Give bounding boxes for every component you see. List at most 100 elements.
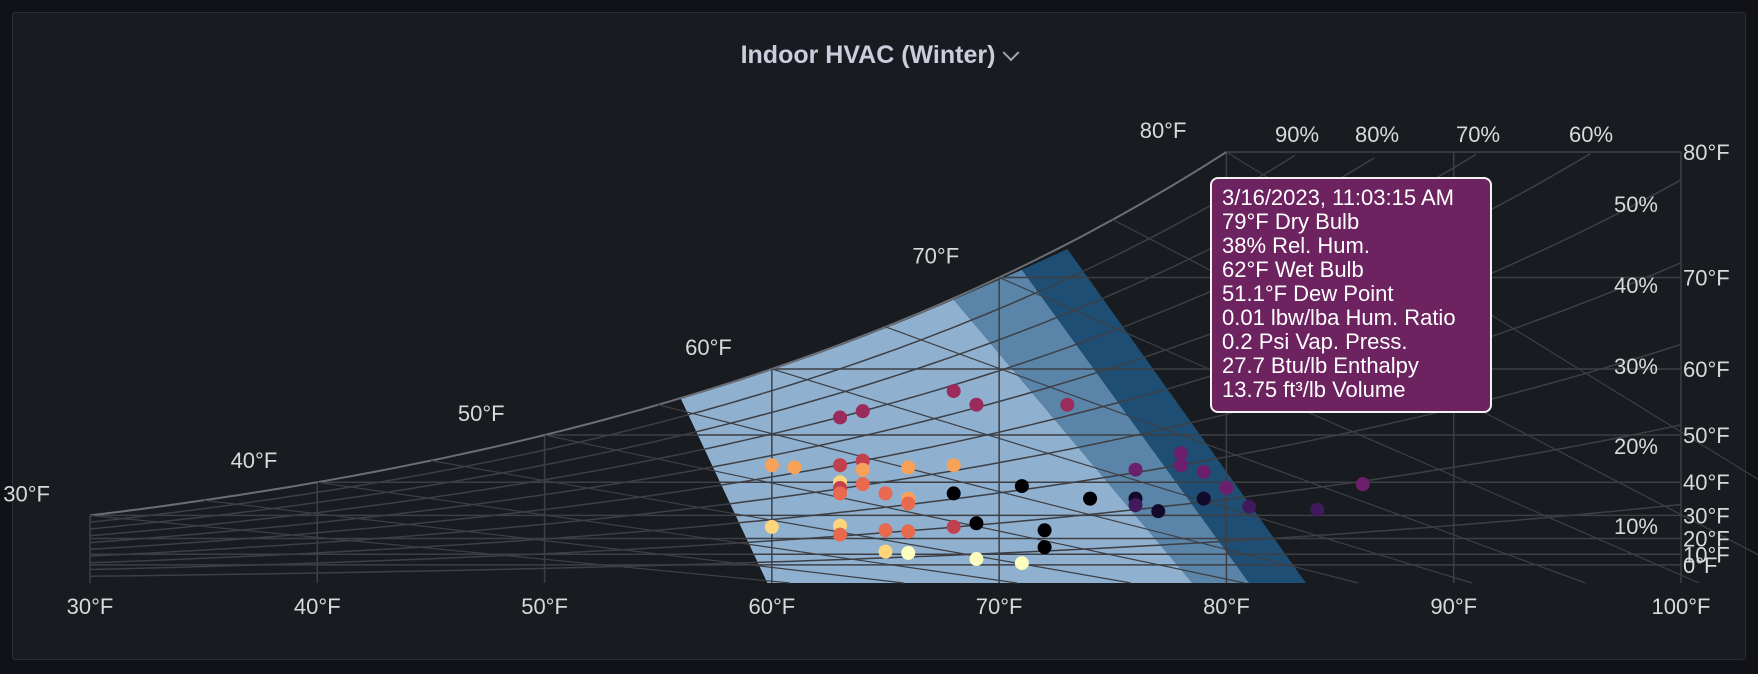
- y-right-tick-label: 60°F: [1683, 357, 1730, 382]
- y-right-tick-label: 10°F: [1683, 542, 1730, 567]
- data-point: [1310, 502, 1325, 517]
- data-point: [969, 552, 984, 567]
- data-point: [833, 458, 848, 473]
- data-point: [969, 397, 984, 412]
- y-right-tick-label: 0°F: [1683, 553, 1717, 578]
- data-point: [1242, 499, 1257, 514]
- tooltip-volume: 13.75 ft³/lb Volume: [1222, 377, 1406, 402]
- data-point: [946, 486, 961, 501]
- data-point: [878, 486, 893, 501]
- data-point: [1037, 540, 1052, 555]
- panel-title[interactable]: Indoor HVAC (Winter): [740, 41, 996, 69]
- rh-label-right: 40%: [1614, 273, 1658, 298]
- rh-label-right: 20%: [1614, 434, 1658, 459]
- saturation-label: 70°F: [912, 243, 959, 268]
- x-tick-label: 90°F: [1430, 594, 1477, 619]
- data-point: [878, 523, 893, 538]
- data-point: [787, 460, 802, 475]
- comfort-zone-core: [680, 299, 1193, 583]
- wet-bulb-line: [658, 404, 1359, 584]
- data-point: [1151, 504, 1166, 519]
- tooltip-enthalpy: 27.7 Btu/lb Enthalpy: [1222, 353, 1419, 378]
- y-right-tick-label: 50°F: [1683, 423, 1730, 448]
- wet-bulb-line: [317, 481, 1018, 584]
- saturation-curve: [89, 151, 1227, 517]
- tooltip-rel-hum: 38% Rel. Hum.: [1222, 233, 1370, 258]
- saturation-label: 30°F: [3, 481, 50, 506]
- data-point: [901, 496, 916, 511]
- data-point: [855, 404, 870, 419]
- wet-bulb-line: [89, 514, 791, 584]
- data-point: [901, 460, 916, 475]
- data-point-tooltip: 3/16/2023, 11:03:15 AM 79°F Dry Bulb 38%…: [1210, 177, 1492, 413]
- y-right-tick-label: 70°F: [1683, 265, 1730, 290]
- data-point: [878, 544, 893, 559]
- data-point: [946, 384, 961, 399]
- data-point: [855, 462, 870, 477]
- data-point: [1355, 477, 1370, 492]
- x-tick-label: 80°F: [1203, 594, 1250, 619]
- data-point: [946, 519, 961, 534]
- data-point: [1128, 462, 1143, 477]
- rh-curve: [89, 157, 1375, 530]
- rh-label-right: 10%: [1614, 514, 1658, 539]
- saturation-label: 50°F: [458, 401, 505, 426]
- tooltip-vap-press: 0.2 Psi Vap. Press.: [1222, 329, 1408, 354]
- saturation-label: 60°F: [685, 335, 732, 360]
- y-right-tick-label: 30°F: [1683, 503, 1730, 528]
- data-point: [1173, 446, 1188, 461]
- wet-bulb-line: [771, 368, 1473, 584]
- data-point: [1196, 491, 1211, 506]
- data-point: [764, 458, 779, 473]
- wet-bulb-line: [203, 499, 904, 584]
- x-tick-label: 100°F: [1652, 594, 1711, 619]
- data-point: [946, 458, 961, 473]
- y-right-tick-label: 20°F: [1683, 527, 1730, 552]
- data-point: [1014, 556, 1029, 571]
- data-point: [855, 477, 870, 492]
- tooltip-dew-point: 51.1°F Dew Point: [1222, 281, 1394, 306]
- x-tick-label: 50°F: [521, 594, 568, 619]
- data-point: [1219, 480, 1234, 495]
- data-point: [901, 545, 916, 560]
- tooltip-hum-ratio: 0.01 lbw/lba Hum. Ratio: [1222, 305, 1456, 330]
- tooltip-timestamp: 3/16/2023, 11:03:15 AM: [1222, 185, 1454, 210]
- rh-label-top: 60%: [1569, 122, 1613, 147]
- data-point: [1014, 479, 1029, 494]
- data-points: [764, 384, 1370, 571]
- rh-label-top: 90%: [1275, 122, 1319, 147]
- y-right-tick-label: 80°F: [1683, 140, 1730, 165]
- tooltip-wet-bulb: 62°F Wet Bulb: [1222, 257, 1364, 282]
- wet-bulb-line: [885, 326, 1586, 584]
- saturation-label: 80°F: [1140, 118, 1187, 143]
- data-point: [764, 519, 779, 534]
- x-tick-label: 70°F: [976, 594, 1023, 619]
- tooltip-dry-bulb: 79°F Dry Bulb: [1222, 209, 1360, 234]
- rh-label-top: 80%: [1355, 122, 1399, 147]
- data-point: [1060, 397, 1075, 412]
- data-point: [1037, 523, 1052, 538]
- rh-label-top: 70%: [1456, 122, 1500, 147]
- data-point: [833, 410, 848, 425]
- data-point: [1196, 464, 1211, 479]
- x-tick-label: 40°F: [294, 594, 341, 619]
- panel-header[interactable]: Indoor HVAC (Winter): [13, 41, 1745, 70]
- saturation-label: 40°F: [231, 448, 278, 473]
- comfort-zone-dark: [1021, 248, 1306, 584]
- wet-bulb-line: [998, 276, 1700, 584]
- data-point: [833, 527, 848, 542]
- x-tick-label: 60°F: [748, 594, 795, 619]
- wet-bulb-line: [430, 460, 1132, 584]
- y-right-tick-label: 40°F: [1683, 470, 1730, 495]
- rh-label-right: 30%: [1614, 354, 1658, 379]
- wet-bulb-line: [544, 434, 1245, 584]
- data-point: [1128, 498, 1143, 513]
- data-point: [1173, 458, 1188, 473]
- data-point: [969, 516, 984, 531]
- data-point: [1083, 491, 1098, 506]
- chart-grid: [89, 151, 1758, 584]
- data-point: [901, 524, 916, 539]
- rh-label-right: 50%: [1614, 192, 1658, 217]
- x-tick-label: 30°F: [67, 594, 114, 619]
